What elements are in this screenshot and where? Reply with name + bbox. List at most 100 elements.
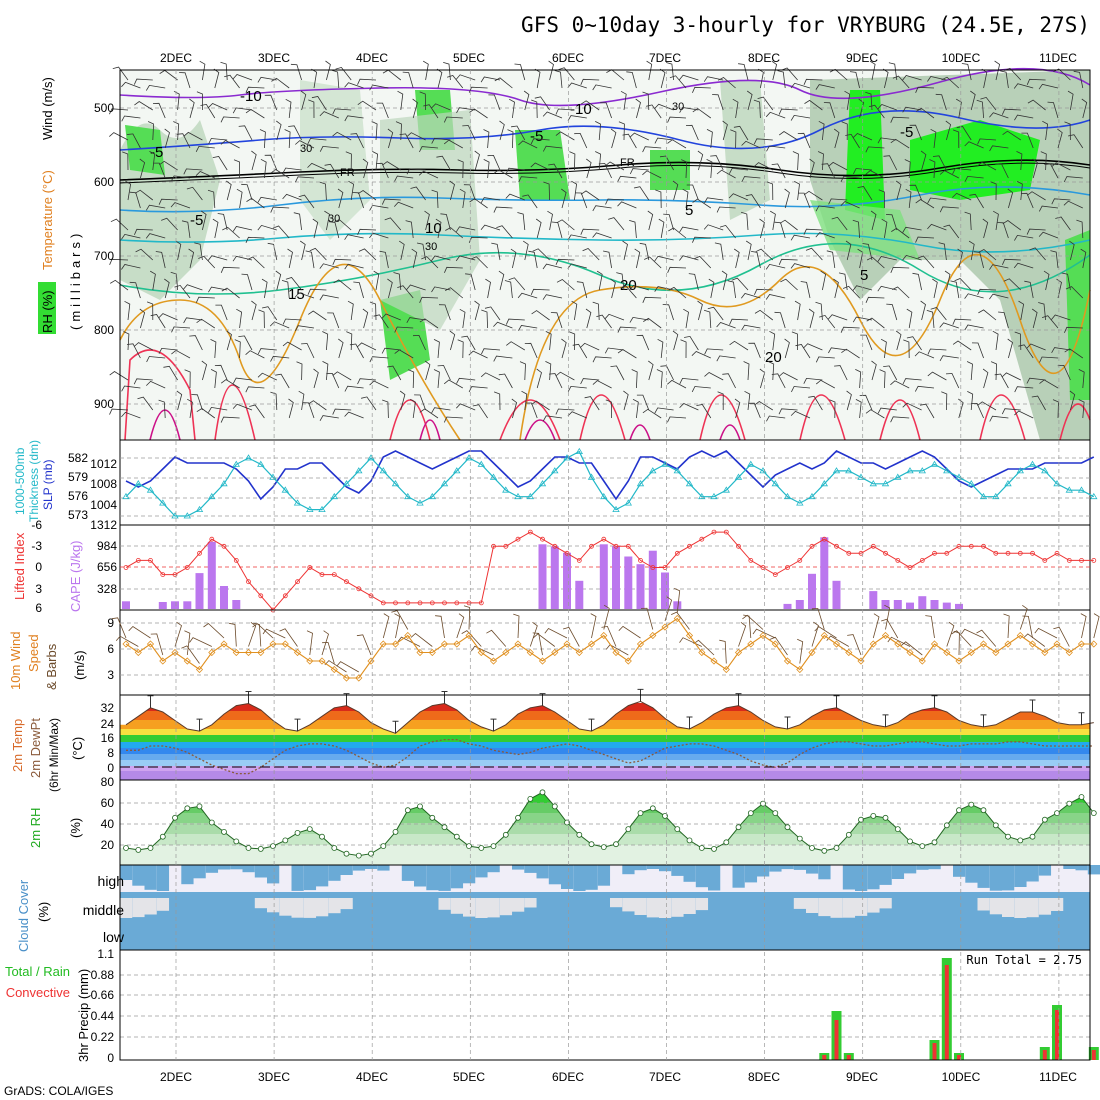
wind-barb [971,342,984,359]
wind-marker [146,640,155,648]
surface-wind-barb [769,636,788,656]
rh-marker [221,829,227,835]
wind-marker [967,648,975,657]
wind-barb [1018,300,1025,321]
date-label: 8DEC [748,51,780,65]
wind-barb [319,181,327,201]
wind-barb [751,251,761,269]
surface-wind-barb [397,636,421,647]
rh-marker [196,803,203,810]
wind-barb [915,236,935,243]
wind-barb [245,86,265,93]
axis-label: CAPE (J/kg) [68,540,83,612]
wind-barb [384,217,402,231]
wind-barb [258,309,265,329]
thickness-marker [453,467,461,474]
wind-barb [603,250,612,269]
cloud-high-bar [365,865,378,869]
wind-barb [1064,326,1083,333]
wind-barb [631,369,638,389]
wind-barb [196,318,216,329]
li-marker [564,550,570,556]
wind-barb [920,150,927,171]
wind-barb [571,300,578,321]
rh-marker [490,843,497,849]
surface-wind-barb [1019,604,1028,630]
wind-barb [935,93,947,111]
wind-barb [716,322,736,329]
wind-barb [158,347,178,354]
thickness-marker [318,505,326,512]
wind-barb [877,285,897,292]
surface-wind-barb [640,607,654,630]
cloud-high-bar [695,865,709,888]
li-marker [368,593,374,599]
wind-barb [296,361,303,381]
wind-barb [642,146,662,153]
thickness-marker [220,480,228,487]
wind-barb [845,240,852,261]
wind-barb [344,385,364,392]
wind-barb [1039,356,1059,363]
surface-wind-barb [1003,613,1010,639]
surface-wind-barb [881,618,899,639]
wind-barb [362,158,369,179]
thickness-marker [1041,467,1049,474]
slp-gridlines [120,457,1090,517]
tick-label: 1008 [90,477,117,491]
thickness-marker [330,492,339,500]
wind-barb [1014,386,1034,393]
thickness-marker [244,454,253,461]
date-label: 11DEC [1039,1070,1077,1084]
wind-barb [567,234,587,241]
date-label: 4DEC [356,51,388,65]
wind-marker [171,648,179,657]
rh-marker [760,800,766,807]
cloud-high-bar [475,865,488,878]
thickness-marker [551,467,559,474]
wind-barb [745,240,752,261]
wind-barb [344,263,364,270]
tick-label: -3 [31,539,42,553]
wind-barb [405,220,414,239]
axis-label: (°C) [70,737,85,760]
wind-barb [766,145,786,152]
date-label: 3DEC [258,51,290,65]
wind-barb [639,242,650,261]
cloud-middle-gap [977,898,990,911]
wind-barb [1063,176,1083,183]
wind-barb [629,284,649,291]
wind-barb [199,60,206,81]
axis-label: Lifted Index [12,532,27,600]
wind-marker [673,614,681,623]
cape-bar [820,537,829,609]
wind-barb [596,314,612,329]
wind-barb [311,96,327,111]
wind-marker [624,657,632,665]
wind-barb [333,219,352,231]
wind-barb [679,377,699,384]
wind-barb [635,98,641,119]
wind-barb [1052,399,1059,419]
contour-label: 30 [300,143,312,155]
wind-barb [1026,78,1046,85]
wind-barb [912,272,922,291]
cloud-middle-gap [450,898,464,914]
wind-barb [545,331,552,351]
wind-barb [719,224,736,239]
wind-barb [443,116,463,123]
cape-bar [636,564,645,609]
wind-barb [667,379,687,389]
wind-barb [423,104,439,119]
wind-barb [989,415,1009,422]
cloud-high-bar [193,865,206,879]
wind-barb [718,77,736,89]
wind-barb [212,156,228,171]
wind-barb [604,347,625,354]
li-marker [319,572,325,577]
rh-marker [882,814,889,821]
cloud-high-bar [156,865,170,891]
wind-barb [433,369,440,389]
surface-wind-barb [674,588,681,613]
wind-barb [849,71,860,89]
